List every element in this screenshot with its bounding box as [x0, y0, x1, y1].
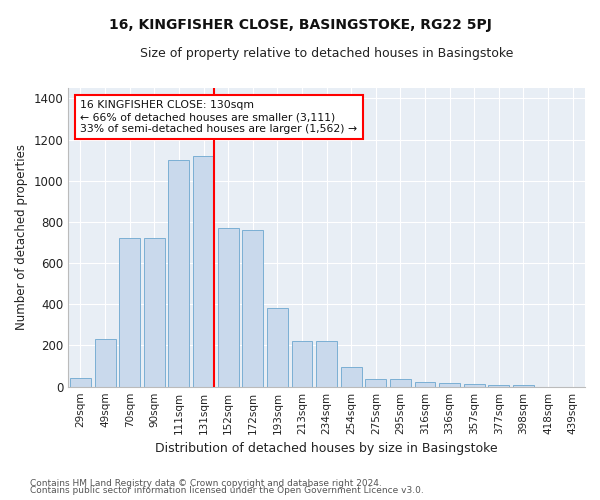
Bar [439, 382, 460, 386]
Bar [70, 378, 91, 386]
Bar [464, 384, 485, 386]
Text: 16 KINGFISHER CLOSE: 130sqm
← 66% of detached houses are smaller (3,111)
33% of : 16 KINGFISHER CLOSE: 130sqm ← 66% of det… [80, 100, 358, 134]
Bar [341, 367, 362, 386]
Bar [144, 238, 165, 386]
Text: Contains HM Land Registry data © Crown copyright and database right 2024.: Contains HM Land Registry data © Crown c… [30, 478, 382, 488]
Y-axis label: Number of detached properties: Number of detached properties [15, 144, 28, 330]
Bar [193, 156, 214, 386]
Bar [488, 384, 509, 386]
Bar [292, 342, 313, 386]
Text: Contains public sector information licensed under the Open Government Licence v3: Contains public sector information licen… [30, 486, 424, 495]
Text: 16, KINGFISHER CLOSE, BASINGSTOKE, RG22 5PJ: 16, KINGFISHER CLOSE, BASINGSTOKE, RG22 … [109, 18, 491, 32]
Title: Size of property relative to detached houses in Basingstoke: Size of property relative to detached ho… [140, 48, 513, 60]
X-axis label: Distribution of detached houses by size in Basingstoke: Distribution of detached houses by size … [155, 442, 498, 455]
Bar [242, 230, 263, 386]
Bar [169, 160, 190, 386]
Bar [316, 342, 337, 386]
Bar [415, 382, 436, 386]
Bar [513, 384, 534, 386]
Bar [95, 340, 116, 386]
Bar [119, 238, 140, 386]
Bar [365, 380, 386, 386]
Bar [390, 380, 411, 386]
Bar [267, 308, 288, 386]
Bar [218, 228, 239, 386]
